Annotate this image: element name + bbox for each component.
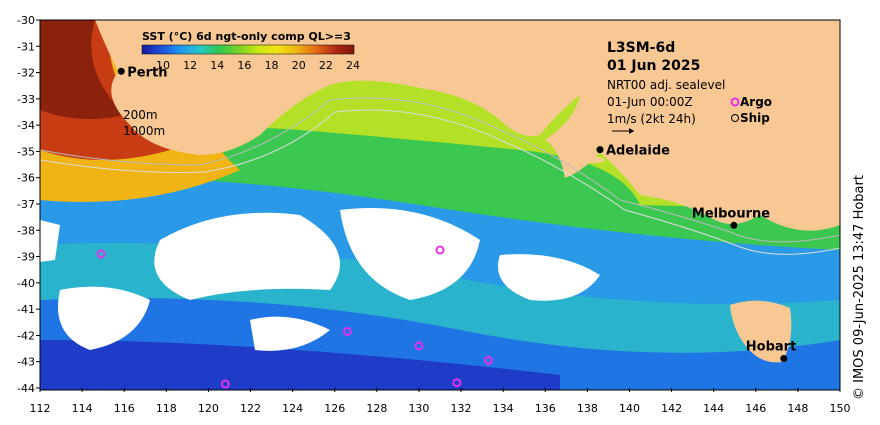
contour-1000m [40,109,840,255]
city-markers: Perth Adelaide Melbourne Hobart [117,65,797,363]
city-label: Melbourne [692,206,770,221]
y-tick-label: -43 [17,356,35,369]
y-tick-label: -32 [17,67,35,80]
argo-float-marker [342,326,352,336]
colorbar-tick-label: 24 [346,59,360,72]
colorbar-tick-label: 18 [265,59,279,72]
city-label: Perth [127,65,167,80]
x-tick-label: 112 [30,402,51,415]
y-tick-label: -38 [17,224,35,237]
y-axis-ticks: -30 -31 -32 -33 -34 -35 -36 -37 -38 -39 -40 -41 -42 -… [17,14,40,395]
x-tick-label: 120 [198,402,219,415]
colorbar-scale [141,44,355,55]
y-tick-label: -30 [17,14,35,27]
x-tick-label: 140 [619,402,640,415]
argo-legend-label: Argo [740,95,772,109]
x-tick-label: 150 [830,402,851,415]
x-tick-label: 136 [535,402,556,415]
vector-scale-label: 1m/s (2kt 24h) [607,112,696,126]
cloud-gaps [40,208,600,351]
city-dot [780,355,788,363]
argo-float-marker [435,245,445,255]
colorbar-title: SST (°C) 6d ngt-only comp QL>=3 [142,30,351,43]
y-tick-label: -44 [17,382,35,395]
x-tick-label: 124 [282,402,303,415]
y-tick-label: -31 [17,40,35,53]
colorbar-tick-label: 12 [183,59,197,72]
x-tick-label: 144 [703,402,724,415]
product-title: L3SM-6d [607,40,675,56]
city-label: Adelaide [606,144,670,159]
australia-land [40,20,840,231]
x-tick-label: 146 [745,402,766,415]
x-tick-label: 126 [324,402,345,415]
x-tick-label: 132 [451,402,472,415]
date-title: 01 Jun 2025 [607,58,700,74]
y-tick-label: -36 [17,172,35,185]
argo-float-marker [96,249,106,259]
y-tick-label: -41 [17,303,35,316]
depth-label-200: 200m [123,108,158,122]
colorbar-tick-label: 22 [319,59,333,72]
kangaroo-island [585,156,606,164]
ship-legend-icon [731,114,739,122]
argo-float-marker [483,355,493,365]
x-axis-ticks: 112 114 116 118 120 122 124 126 128 130 132 134 136 1… [30,388,851,415]
y-tick-label: -37 [17,198,35,211]
x-tick-label: 142 [661,402,682,415]
y-tick-label: -34 [17,119,35,132]
x-tick-label: 118 [156,402,177,415]
y-tick-label: -35 [17,145,35,158]
x-tick-label: 130 [408,402,429,415]
city-dot [596,146,604,154]
city-dot [730,221,738,229]
y-tick-label: -42 [17,329,35,342]
x-tick-label: 138 [577,402,598,415]
colorbar-tick-label: 20 [292,59,306,72]
imos-credit: © IMOS 09-Jun-2025 13:47 Hobart [852,175,867,400]
sst-band-deepblue [40,340,560,390]
contour-200m [40,97,840,243]
colorbar-ticks: 10 12 14 16 18 20 22 24 [156,59,360,72]
x-tick-label: 128 [366,402,387,415]
y-tick-label: -39 [17,251,35,264]
argo-float-marker [414,341,424,351]
argo-legend-icon [730,97,740,107]
argo-float-marker [220,379,230,389]
plot-frame [39,19,841,391]
map-field [40,20,840,390]
city-dot [117,67,125,75]
colorbar: SST (°C) 6d ngt-only comp QL>=3 10 12 14 16… [141,30,360,72]
argo-float-marker [452,378,462,388]
y-tick-label: -40 [17,277,35,290]
tasmania-land [730,300,792,363]
x-tick-label: 122 [240,402,261,415]
depth-label-1000: 1000m [123,124,165,138]
x-tick-label: 114 [72,402,93,415]
title-block: L3SM-6d 01 Jun 2025 NRT00 adj. sealevel … [607,40,772,134]
y-tick-label: -33 [17,93,35,106]
ship-legend-label: Ship [740,111,770,125]
colorbar-tick-label: 16 [237,59,251,72]
x-tick-label: 148 [787,402,808,415]
colorbar-tick-label: 14 [210,59,224,72]
sealevel-label: NRT00 adj. sealevel [607,78,725,92]
time-label: 01-Jun 00:00Z [607,95,693,109]
x-tick-label: 116 [114,402,135,415]
city-label: Hobart [746,340,797,355]
colorbar-tick-label: 10 [156,59,170,72]
argo-floats [96,245,493,389]
sst-band-darkred [40,20,125,119]
x-tick-label: 134 [493,402,514,415]
